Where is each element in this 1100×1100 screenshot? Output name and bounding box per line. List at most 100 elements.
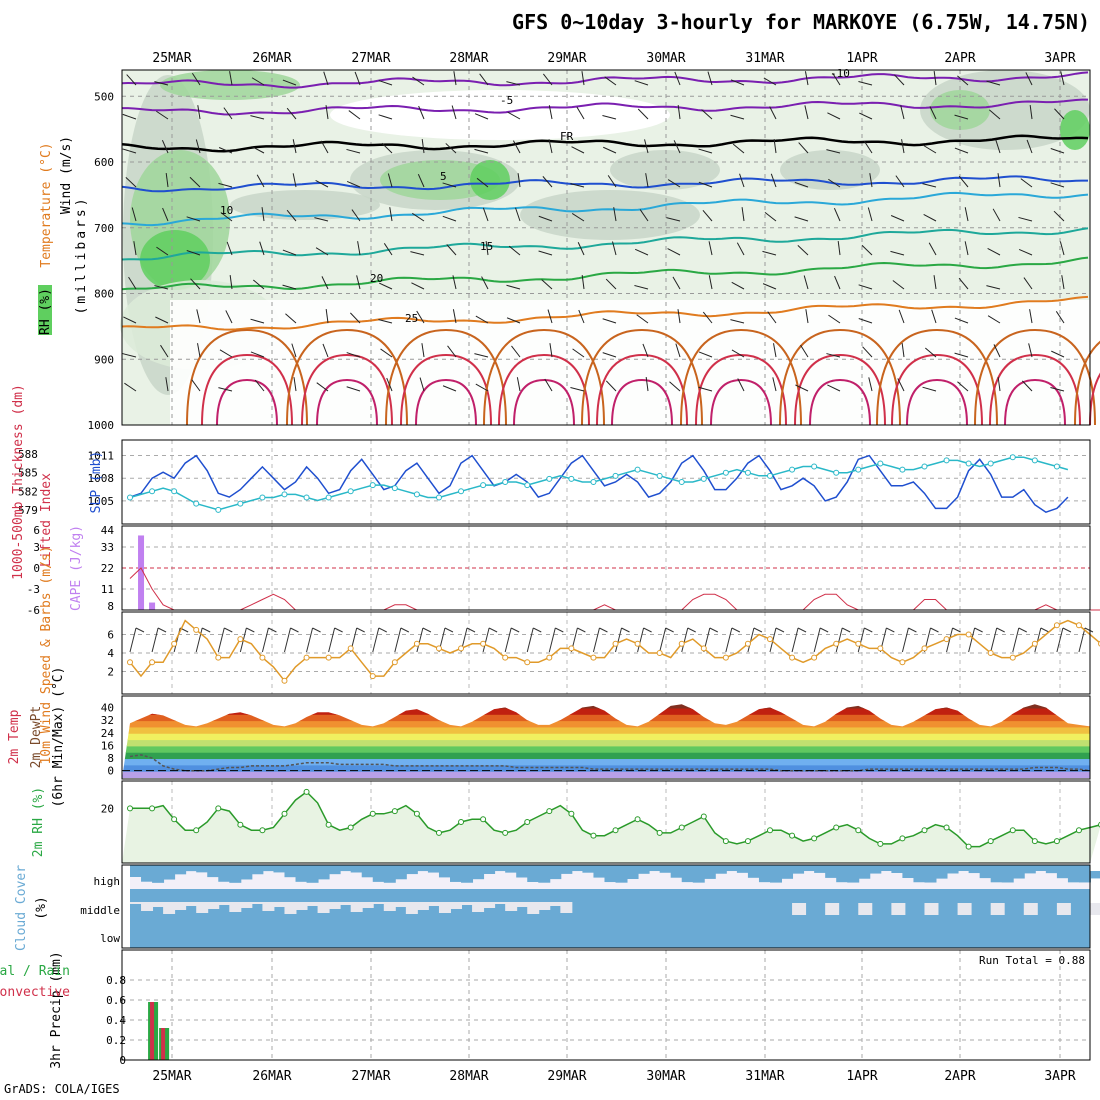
thickness-point: [303, 494, 310, 501]
pressure-tick: 800: [94, 288, 114, 301]
wind-barb: [225, 310, 233, 324]
wind-speed-point: [546, 654, 553, 661]
surface-warm-contour: [974, 328, 1096, 426]
wind-barb: [191, 72, 201, 86]
surface-wind-barb: [769, 627, 777, 653]
cloud-label: Cloud Cover: [14, 865, 29, 951]
cloud-high-bar: [1023, 871, 1036, 874]
wind-barb: [828, 314, 841, 324]
cloud-high-bar: [251, 871, 264, 875]
rh-point: [590, 832, 597, 839]
wind-barb: [634, 284, 649, 290]
wind-barb: [229, 71, 233, 86]
wind-barb: [698, 351, 713, 358]
cape-tick: 22: [101, 562, 114, 575]
wind-speed-point: [281, 677, 288, 684]
wind-barb: [770, 173, 777, 188]
cloud-unit: (%): [34, 896, 49, 919]
surface-wind-barb-flag: [400, 627, 410, 633]
rh-legend-swatch: [38, 285, 52, 335]
cape-bar: [138, 535, 145, 610]
cape-bar: [149, 602, 156, 610]
wind-speed-point: [259, 654, 266, 661]
wind-barb: [737, 378, 745, 392]
rh-point: [811, 835, 818, 842]
surface-wind-barb-flag: [135, 627, 145, 633]
wind-barb: [254, 379, 265, 392]
wind-barb: [1051, 350, 1065, 358]
wind-barb: [356, 275, 361, 290]
cloud-high-bar: [361, 871, 374, 878]
wind-barb: [446, 244, 457, 256]
cloud-mid-gap: [924, 903, 939, 915]
thickness-point: [325, 494, 332, 501]
thickness-point: [259, 494, 266, 501]
surface-wind-barb-flag: [422, 627, 432, 633]
cloud-high-bar: [681, 871, 694, 883]
wind-barb: [482, 207, 489, 222]
cloud-high-bar: [549, 871, 562, 880]
wind-barb: [677, 105, 681, 120]
rh-point: [744, 838, 751, 845]
rh-tick: 20: [101, 802, 114, 815]
surface-wind-barb: [504, 627, 512, 653]
upper-rh-label: RH (%): [38, 288, 53, 335]
cloud-high-bar: [792, 871, 805, 874]
wind-barb: [933, 71, 937, 86]
wind-barb: [190, 278, 201, 290]
cloud-mid-gap: [196, 902, 209, 913]
thickness-point: [656, 472, 663, 479]
cloud-high-bar: [770, 871, 782, 883]
wind-barb: [282, 249, 297, 256]
wind-barb: [325, 105, 329, 120]
surface-wind-barb-flag: [996, 627, 1005, 633]
surface-wind-barb-flag: [466, 627, 476, 633]
cloud-mid-gap: [130, 902, 142, 904]
wind-barb: [316, 382, 329, 392]
wind-barb: [293, 377, 297, 392]
wind-speed-point: [524, 659, 531, 666]
rh-blob: [140, 230, 210, 290]
wind-barb: [666, 217, 681, 222]
wind-barb: [259, 241, 265, 256]
surface-wind-barb-flag: [224, 627, 233, 633]
cloud-high-bar: [229, 871, 242, 883]
wind-barb: [675, 343, 681, 358]
wind-barb: [576, 106, 585, 120]
cloud-high-bar: [747, 871, 760, 878]
surface-wind-barb-flag: [533, 627, 542, 633]
wind-barb: [165, 173, 169, 188]
wind-barb: [548, 139, 553, 154]
precip-tick: 0.8: [106, 974, 126, 987]
wind-barb: [1020, 178, 1033, 188]
surface-warm-contour: [876, 328, 998, 426]
pressure-tick: 900: [94, 353, 114, 366]
cloud-high-bar: [1090, 871, 1100, 879]
thickness-point: [811, 463, 818, 470]
wind-barb: [346, 352, 361, 358]
wind-barb: [701, 109, 713, 120]
date-tick-bottom: 31MAR: [745, 1069, 784, 1084]
temperature-contour: [121, 134, 1089, 153]
wind-barb: [226, 241, 233, 256]
thickness-point: [347, 488, 354, 495]
wind-barb: [156, 110, 169, 120]
surface-wind-barb: [1034, 627, 1042, 653]
cloud-high-bar: [847, 871, 860, 883]
wind-barb: [928, 242, 937, 256]
cloud-layer-label: middle: [80, 904, 120, 917]
wind-speed-point: [1075, 622, 1082, 629]
wind-barb: [251, 145, 265, 154]
rh-point: [127, 805, 133, 812]
wind-barb: [1060, 71, 1065, 86]
thickness-point: [833, 469, 840, 476]
wind-speed-point: [568, 645, 575, 652]
surface-wind-barb-flag: [290, 627, 299, 633]
cloud-high-bar: [163, 871, 176, 880]
rh-point: [502, 829, 509, 836]
li-tick: 0: [33, 562, 40, 575]
wind-barb: [195, 139, 201, 154]
cloud-mid-gap: [251, 902, 264, 904]
cape-tick: 8: [107, 600, 114, 613]
cloud-mid-gap: [858, 903, 873, 915]
